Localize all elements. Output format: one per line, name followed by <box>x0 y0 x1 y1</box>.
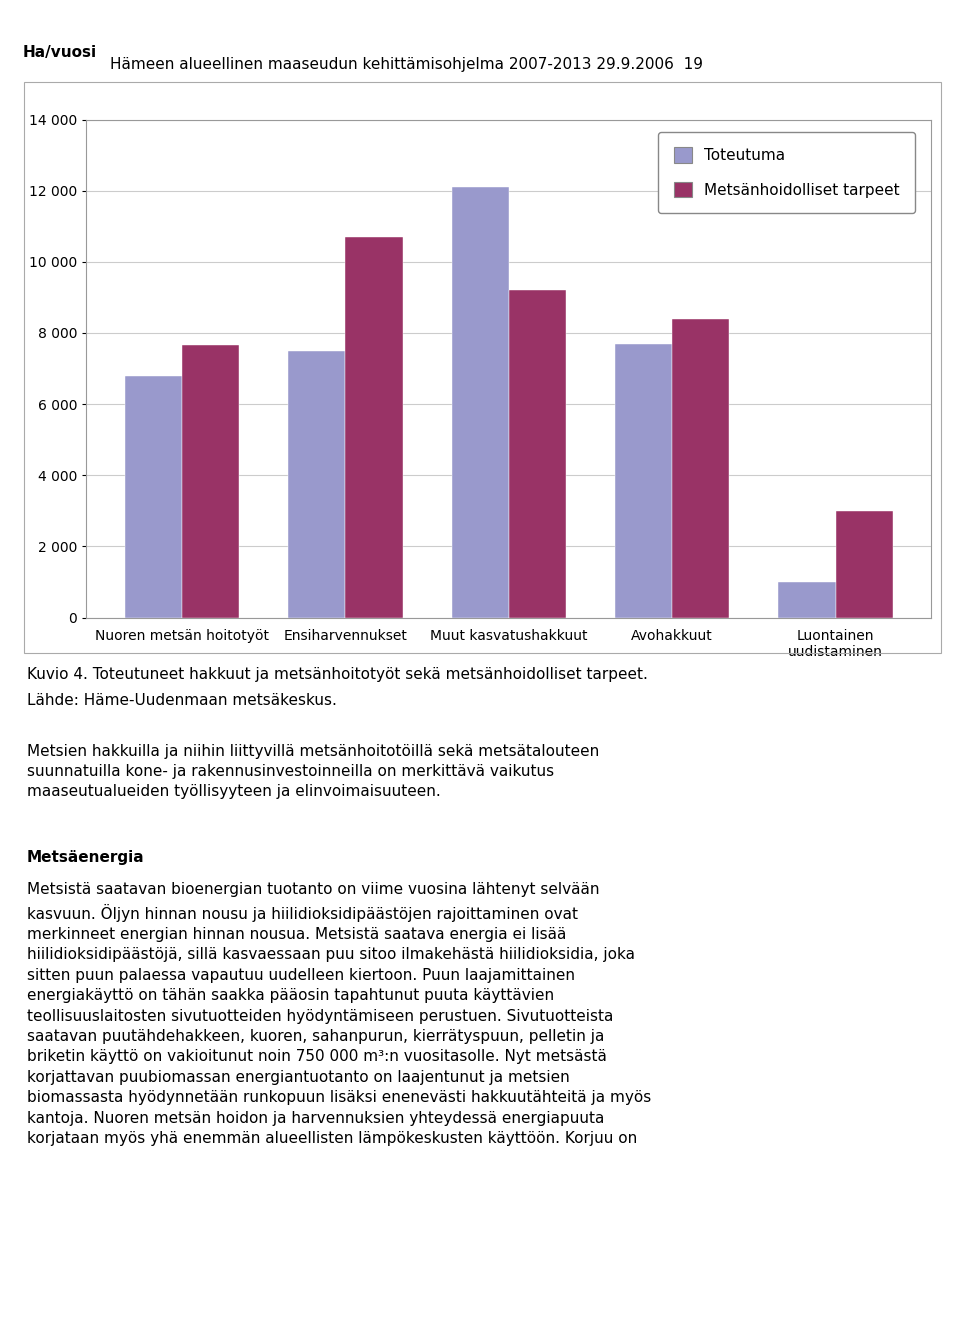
Bar <box>835 511 893 618</box>
Bar <box>346 236 402 618</box>
Text: Metsistä saatavan bioenergian tuotanto on viime vuosina lähtenyt selvään
kasvuun: Metsistä saatavan bioenergian tuotanto o… <box>27 882 651 1146</box>
Legend: Toteutuma, Metsänhoidolliset tarpeet: Toteutuma, Metsänhoidolliset tarpeet <box>659 133 915 212</box>
Bar <box>125 376 182 618</box>
Bar <box>288 351 346 618</box>
Text: Ha/vuosi: Ha/vuosi <box>23 45 97 60</box>
Bar <box>672 319 730 618</box>
Text: Metsäenergia: Metsäenergia <box>27 850 145 865</box>
Text: Metsien hakkuilla ja niihin liittyvillä metsänhoitotöillä sekä metsätalouteen
su: Metsien hakkuilla ja niihin liittyvillä … <box>27 744 599 799</box>
Text: Lähde: Häme-Uudenmaan metsäkeskus.: Lähde: Häme-Uudenmaan metsäkeskus. <box>27 693 337 708</box>
Text: Kuvio 4. Toteutuneet hakkuut ja metsänhoitotyöt sekä metsänhoidolliset tarpeet.: Kuvio 4. Toteutuneet hakkuut ja metsänho… <box>27 667 648 681</box>
Bar <box>615 344 672 618</box>
Text: Hämeen alueellinen maaseudun kehittämisohjelma 2007-2013 29.9.2006  19: Hämeen alueellinen maaseudun kehittämiso… <box>110 57 704 72</box>
Bar <box>779 582 835 618</box>
Bar <box>451 187 509 618</box>
Bar <box>182 345 239 618</box>
Bar <box>509 291 566 618</box>
